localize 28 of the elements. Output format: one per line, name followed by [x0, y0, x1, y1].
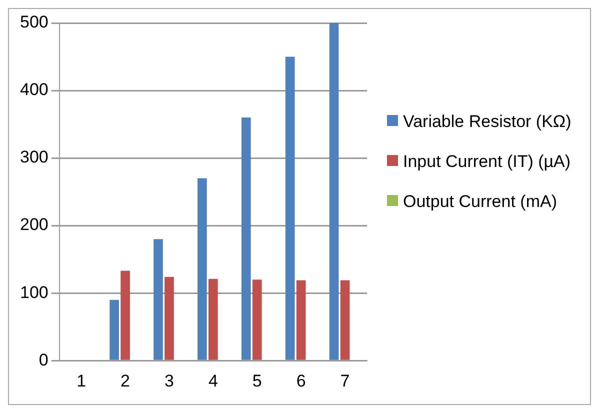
bar: [120, 270, 130, 360]
x-tick-label: 7: [340, 371, 350, 390]
x-tick-label: 5: [252, 371, 262, 390]
bar: [252, 280, 262, 360]
bar: [208, 278, 218, 360]
x-tick-label: 4: [208, 371, 218, 390]
legend-label: Output Current (mA): [403, 191, 557, 213]
y-tick-label: 500: [20, 12, 48, 32]
x-tick-label: 2: [120, 371, 130, 390]
x-tick-label: 6: [296, 371, 306, 390]
y-tick-label: 300: [20, 148, 48, 167]
bar: [154, 239, 163, 360]
bar: [329, 23, 339, 360]
bar: [164, 276, 174, 360]
bar: [241, 118, 251, 360]
bar: [110, 300, 119, 360]
bar: [285, 56, 295, 360]
y-tick-label: 200: [20, 215, 48, 234]
bar: [198, 178, 207, 360]
x-tick-label: 3: [164, 371, 174, 390]
bar: [296, 280, 306, 360]
bar: [340, 280, 350, 360]
legend-label: Input Current (IT) (µA): [403, 151, 571, 173]
y-tick-label: 0: [38, 350, 48, 370]
y-tick-label: 400: [20, 80, 48, 100]
legend-label: Variable Resistor (KΩ): [403, 111, 572, 133]
y-tick-label: 100: [20, 282, 48, 302]
x-tick-label: 1: [76, 371, 86, 390]
